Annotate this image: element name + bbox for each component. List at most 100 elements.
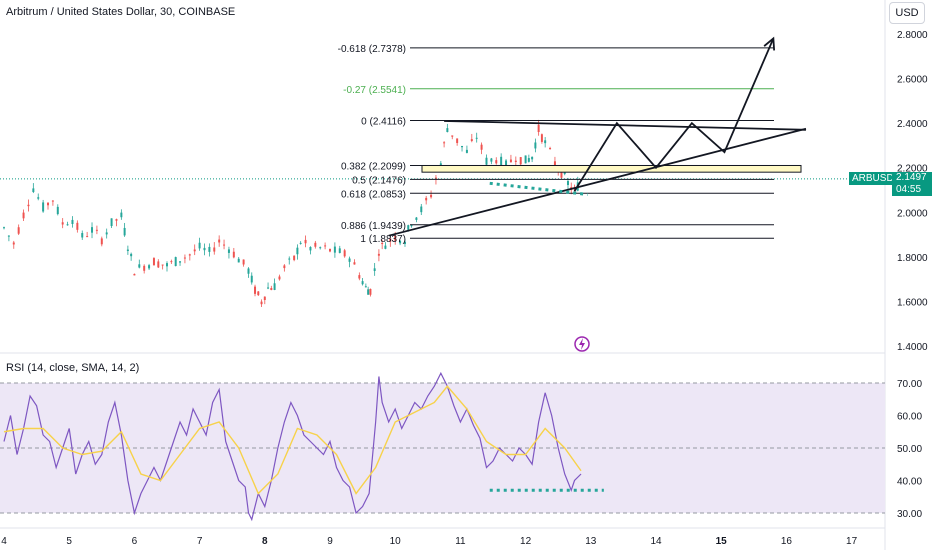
candle-body <box>329 248 331 252</box>
candle-body <box>17 227 20 234</box>
candle-body <box>465 149 468 153</box>
price-tick-label: 2.2000 <box>897 164 928 175</box>
candle-body <box>451 135 454 137</box>
candle-body <box>364 286 367 288</box>
time-tick-label: 16 <box>781 536 793 547</box>
fib-level-label: 0.382 (2.2099) <box>341 162 406 173</box>
time-tick-label: 13 <box>585 536 597 547</box>
candle-body <box>446 128 449 133</box>
chart-title: Arbitrum / United States Dollar, 30, COI… <box>6 6 236 18</box>
candle-body <box>338 248 341 253</box>
candle-body <box>367 289 370 295</box>
candle-body <box>296 247 299 255</box>
candle-body <box>314 242 317 247</box>
candle-body <box>534 142 537 149</box>
candle-body <box>333 246 336 253</box>
candle-body <box>22 212 25 219</box>
candle-body <box>549 148 552 150</box>
candle-body <box>91 227 94 233</box>
currency-button[interactable]: USD <box>889 2 925 24</box>
fib-level-label: 0.618 (2.0853) <box>341 189 406 200</box>
time-tick-label: 10 <box>390 536 402 547</box>
candle-body <box>293 255 296 261</box>
candle-body <box>573 188 576 190</box>
candle-body <box>461 145 464 148</box>
candle-body <box>348 258 351 262</box>
fib-zone <box>421 164 802 173</box>
candle-body <box>223 244 226 246</box>
time-tick-label: 8 <box>262 536 268 547</box>
candle-body <box>425 197 428 201</box>
projection-path <box>573 38 775 192</box>
candle-body <box>283 265 286 269</box>
candle-body <box>133 273 136 276</box>
candle-body <box>7 235 10 237</box>
price-tick-label: 2.4000 <box>897 119 928 130</box>
time-tick-label: 4 <box>1 536 7 547</box>
projection-arrowhead <box>763 36 776 51</box>
candle-body <box>227 249 230 253</box>
candle-body <box>563 172 566 175</box>
rsi-line <box>3 371 582 522</box>
candle-body <box>123 227 126 236</box>
candle-body <box>71 219 74 225</box>
candle-body <box>537 124 540 133</box>
price-tick-label: 1.8000 <box>897 253 928 264</box>
candle-body <box>369 288 372 295</box>
candle-body <box>430 194 433 198</box>
last-price: 2.1497 <box>896 172 927 183</box>
candle-body <box>278 276 281 280</box>
candle-body <box>394 235 397 241</box>
candle-countdown: 04:55 <box>896 184 922 195</box>
candle-body <box>208 246 211 252</box>
time-tick-label: 7 <box>197 536 203 547</box>
candle-body <box>273 283 276 290</box>
candle-body <box>443 142 446 144</box>
candle-body <box>470 139 473 141</box>
time-tick-label: 12 <box>520 536 532 547</box>
candle-body <box>42 202 45 212</box>
candle-body <box>509 159 512 163</box>
candle-body <box>105 232 108 235</box>
candle-body <box>475 137 478 139</box>
candle-body <box>540 134 543 142</box>
candle-body <box>157 261 160 268</box>
candle-body <box>47 202 50 206</box>
candle-body <box>309 246 312 251</box>
candle-body <box>524 155 527 164</box>
candle-body <box>353 262 356 265</box>
candle-body <box>270 288 273 291</box>
candle-body <box>51 200 54 202</box>
candle-body <box>193 249 196 252</box>
candle-body <box>267 287 270 289</box>
candle-body <box>218 239 221 243</box>
rsi-tick-label: 40.00 <box>897 477 922 488</box>
candle-body <box>544 140 547 144</box>
candle-body <box>3 227 5 229</box>
time-tick-label: 14 <box>650 536 662 547</box>
support-dotted-line <box>489 181 588 196</box>
candle-body <box>343 250 346 257</box>
candle-body <box>115 219 118 221</box>
candle-body <box>288 258 291 260</box>
candle-body <box>161 264 164 266</box>
candle-body <box>203 247 206 251</box>
candle-body <box>358 275 361 279</box>
candle-body <box>495 160 498 164</box>
candle-body <box>179 261 182 263</box>
candle-body <box>304 239 307 244</box>
candle-body <box>166 263 168 267</box>
candle-body <box>138 264 141 268</box>
candle-body <box>76 222 79 230</box>
candle-body <box>389 238 392 242</box>
last-price-box: 2.1497 04:55 <box>892 172 932 196</box>
rsi-tick-label: 50.00 <box>897 444 922 455</box>
trendline <box>444 120 806 131</box>
candle-body <box>170 261 173 263</box>
candle-body <box>377 253 380 256</box>
candle-body <box>381 242 384 245</box>
fib-level-label: 0 (2.4116) <box>361 117 406 128</box>
candle-body <box>148 265 151 269</box>
rsi-title: RSI (14, close, SMA, 14, 2) <box>6 362 140 374</box>
